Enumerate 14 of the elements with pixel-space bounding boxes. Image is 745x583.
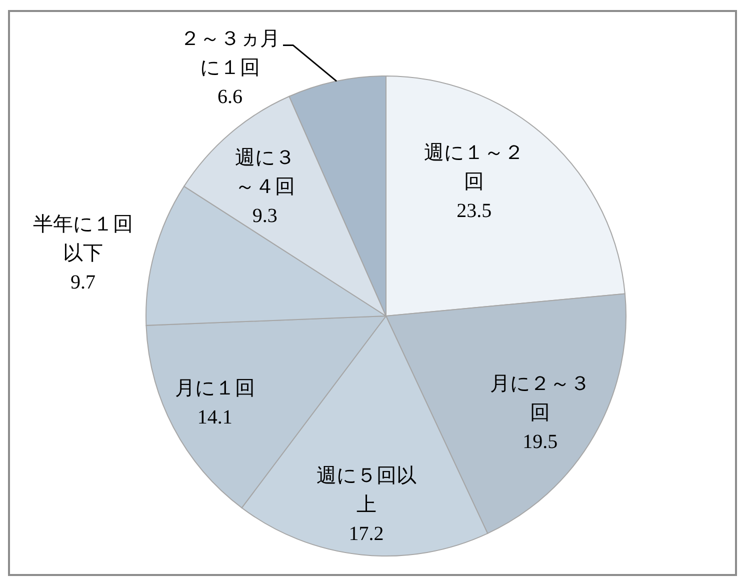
- slice-label: ２～３ヵ月に１回: [180, 28, 280, 80]
- data-label: 9.7: [70, 272, 96, 294]
- slice-label: 週に３～４回: [234, 147, 295, 198]
- data-label: 14.1: [197, 406, 232, 429]
- data-label: 9.3: [252, 205, 278, 228]
- slice-label: 週に５回以上: [316, 465, 416, 516]
- data-label: 6.6: [218, 86, 243, 108]
- slice-label: 週に１～２回: [424, 142, 524, 194]
- slice-label: 月に２～３回: [490, 373, 590, 424]
- slice-label: 月に１回: [174, 378, 255, 400]
- slice-label: 半年に１回以下: [32, 214, 133, 265]
- data-label: 17.2: [348, 523, 384, 546]
- data-label: 23.5: [456, 200, 492, 222]
- data-label: 19.5: [522, 431, 558, 454]
